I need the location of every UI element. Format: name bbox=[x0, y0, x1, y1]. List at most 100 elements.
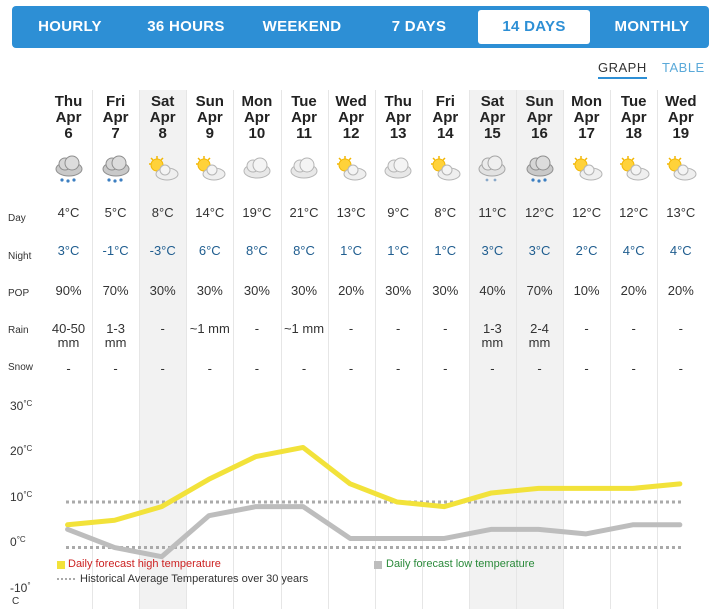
weekend-column-bg bbox=[468, 90, 516, 609]
day-header-mon: Apr bbox=[102, 109, 129, 126]
night-value: 4°C bbox=[669, 243, 692, 258]
day-header-mon: Apr bbox=[526, 109, 553, 126]
day-header-date: 7 bbox=[111, 125, 120, 142]
day-header-mon: Apr bbox=[620, 109, 647, 126]
y-tick-label: 20°C bbox=[10, 444, 33, 458]
rain-value: - bbox=[160, 321, 165, 336]
day-value: 13°C bbox=[336, 205, 366, 220]
sun-cloud-icon bbox=[657, 155, 704, 185]
day-header-date: 10 bbox=[248, 125, 266, 142]
day-header-dow: Mon bbox=[571, 93, 602, 110]
column-divider bbox=[139, 90, 141, 609]
pop-value: 70% bbox=[526, 283, 553, 298]
day-header-mon: Apr bbox=[338, 109, 365, 126]
tab-7-days[interactable]: 7 DAYS bbox=[391, 18, 447, 35]
pop-value: 30% bbox=[432, 283, 459, 298]
y-tick-label: -10° bbox=[10, 580, 31, 595]
day-header-dow: Fri bbox=[106, 93, 126, 110]
day-header: Tue Apr 11 bbox=[281, 94, 328, 142]
table-view-link[interactable]: TABLE bbox=[662, 60, 705, 75]
day-value: 8°C bbox=[434, 205, 457, 220]
day-header-date: 18 bbox=[625, 125, 643, 142]
day-header: Fri Apr 14 bbox=[422, 94, 469, 142]
day-header: Thu Apr 13 bbox=[375, 94, 422, 142]
pop-value: 30% bbox=[149, 283, 176, 298]
day-header-date: 13 bbox=[389, 125, 407, 142]
day-header-dow: Thu bbox=[384, 93, 412, 110]
legend-swatch-high bbox=[57, 561, 65, 569]
tab-14-days[interactable]: 14 DAYS bbox=[478, 10, 590, 44]
day-value: 9°C bbox=[387, 205, 410, 220]
night-value: 3°C bbox=[528, 243, 551, 258]
day-header-mon: Apr bbox=[573, 109, 600, 126]
day-header-date: 16 bbox=[531, 125, 548, 142]
row-label-rain: Rain bbox=[8, 325, 29, 336]
tab-monthly[interactable]: MONTHLY bbox=[614, 18, 690, 35]
day-header: Tue Apr 18 bbox=[610, 94, 657, 142]
day-header-mon: Apr bbox=[55, 109, 82, 126]
day-header: Wed Apr 19 bbox=[657, 94, 704, 142]
pop-value: 20% bbox=[338, 283, 365, 298]
cloud-icon bbox=[281, 155, 328, 185]
pop-value: 10% bbox=[573, 283, 600, 298]
day-header-dow: Thu bbox=[54, 93, 83, 110]
rain-value: - bbox=[443, 321, 448, 336]
snow-value: - bbox=[66, 361, 71, 376]
legend-high: Daily forecast high temperature bbox=[68, 558, 221, 570]
day-header-date: 12 bbox=[342, 125, 360, 142]
sun-cloud-icon bbox=[139, 155, 186, 185]
pop-value: 20% bbox=[667, 283, 694, 298]
day-value: 12°C bbox=[619, 205, 649, 220]
column-divider bbox=[374, 90, 376, 609]
column-divider bbox=[610, 90, 612, 609]
column-divider bbox=[186, 90, 188, 609]
sun-cloud-icon bbox=[422, 155, 469, 185]
tab-hourly[interactable]: HOURLY bbox=[38, 18, 102, 35]
pop-value: 30% bbox=[243, 283, 270, 298]
day-header-date: 19 bbox=[672, 125, 690, 142]
day-header-date: 11 bbox=[296, 125, 312, 142]
day-header-mon: Apr bbox=[243, 109, 270, 126]
day-value: 19°C bbox=[242, 205, 272, 220]
night-value: 6°C bbox=[198, 243, 221, 258]
day-header-date: 17 bbox=[578, 125, 595, 142]
day-header-mon: Apr bbox=[385, 109, 412, 126]
column-divider bbox=[421, 90, 423, 609]
snow-value: - bbox=[113, 361, 118, 376]
night-value: -1°C bbox=[102, 243, 129, 258]
pop-value: 40% bbox=[479, 283, 506, 298]
day-header: Fri Apr 7 bbox=[92, 94, 139, 142]
day-header-mon: Apr bbox=[149, 109, 176, 126]
day-value: 21°C bbox=[289, 205, 319, 220]
graph-view-link[interactable]: GRAPH bbox=[598, 60, 647, 79]
tab-36-hours[interactable]: 36 HOURS bbox=[147, 18, 225, 35]
day-header: Mon Apr 10 bbox=[233, 94, 280, 142]
day-header: Sun Apr 16 bbox=[516, 94, 563, 142]
snow-value: - bbox=[490, 361, 495, 376]
legend-average: Historical Average Temperatures over 30 … bbox=[80, 573, 309, 585]
low-temperature-line bbox=[65, 504, 683, 560]
rain-value: 1-3 mm bbox=[481, 321, 504, 350]
day-header-mon: Apr bbox=[196, 109, 223, 126]
pop-value: 30% bbox=[290, 283, 318, 298]
snow-value: - bbox=[443, 361, 448, 376]
pop-value: 30% bbox=[196, 283, 223, 298]
day-value: 4°C bbox=[57, 205, 80, 220]
day-header-dow: Wed bbox=[665, 93, 697, 110]
night-value: 4°C bbox=[622, 243, 645, 258]
day-header-date: 9 bbox=[205, 125, 214, 142]
column-divider bbox=[233, 90, 235, 609]
night-value: 1°C bbox=[387, 243, 410, 258]
row-label-night: Night bbox=[8, 251, 32, 262]
y-tick-label: 10°C bbox=[10, 489, 33, 504]
day-value: 11°C bbox=[478, 205, 507, 220]
weekend-column-bg bbox=[516, 90, 564, 609]
cloud-icon bbox=[233, 155, 280, 185]
day-header-dow: Mon bbox=[241, 93, 273, 110]
tab-weekend[interactable]: WEEKEND bbox=[262, 18, 342, 35]
row-label-snow: Snow bbox=[8, 362, 34, 373]
rain-cloud-icon bbox=[516, 155, 563, 185]
rain-value: 2-4 mm bbox=[528, 321, 551, 350]
column-divider bbox=[516, 90, 517, 609]
night-value: 8°C bbox=[293, 243, 315, 258]
